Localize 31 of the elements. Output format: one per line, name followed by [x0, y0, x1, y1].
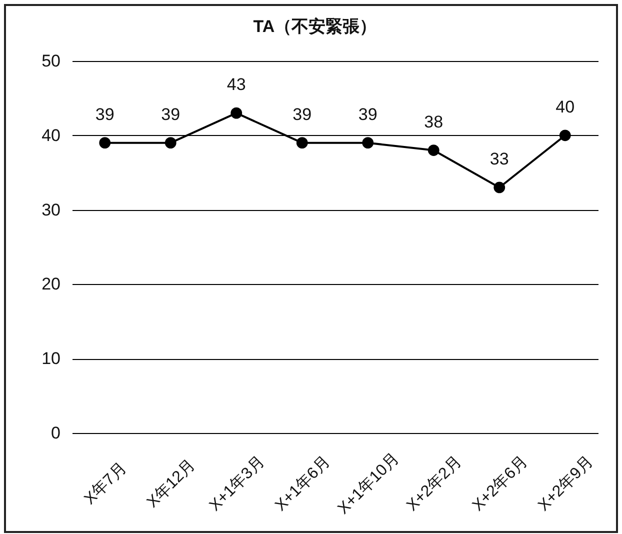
y-tick-label: 40 [42, 126, 60, 145]
point [428, 144, 440, 156]
point [99, 137, 111, 149]
x-tick-label: X+1年3月 [206, 453, 268, 515]
data-label: 39 [292, 104, 312, 124]
x-tick-label: X+2年2月 [404, 453, 466, 515]
data-label: 33 [490, 149, 509, 168]
point [296, 137, 308, 149]
data-label: 40 [556, 97, 575, 116]
x-tick-label: X+2年6月 [470, 453, 531, 515]
data-label: 38 [424, 112, 444, 132]
y-tick-label: 50 [42, 52, 60, 70]
point [362, 137, 374, 149]
x-tick-label: X年12月 [144, 456, 199, 512]
y-tick-label: 10 [42, 349, 60, 368]
x-tick-label: X年7月 [81, 460, 130, 508]
point [559, 130, 571, 142]
data-label: 39 [358, 104, 378, 124]
x-tick-label: X+1年10月 [334, 450, 403, 518]
data-label: 43 [226, 75, 246, 94]
y-tick-label: 20 [42, 274, 60, 294]
data-label: 39 [161, 104, 180, 124]
point [230, 107, 242, 119]
y-tick-label: 0 [51, 424, 60, 442]
point [494, 182, 506, 194]
x-tick-label: X+2年9月 [535, 453, 597, 515]
point [164, 137, 176, 149]
chart-title: TA（不安緊張） [253, 17, 377, 36]
y-tick-label: 30 [42, 200, 60, 220]
x-tick-label: X+1年6月 [272, 453, 334, 515]
data-label: 39 [95, 104, 114, 124]
